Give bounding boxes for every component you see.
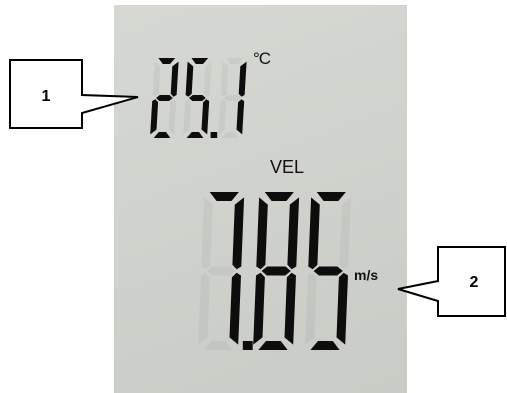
- segment-c: [229, 272, 241, 345]
- segment-f: [220, 61, 229, 97]
- segment-g: [156, 95, 173, 101]
- segment-e: [305, 272, 317, 345]
- segment-e: [150, 99, 159, 135]
- segment-e: [218, 99, 227, 135]
- segment-f: [152, 61, 161, 97]
- segment-a: [158, 58, 176, 64]
- segment-c: [201, 99, 210, 135]
- segment-d: [310, 341, 340, 350]
- mode-label: VEL: [270, 157, 305, 177]
- temperature-unit: °C: [253, 49, 271, 68]
- temperature-reading: [150, 58, 247, 138]
- velocity-reading: [198, 192, 352, 350]
- digit-0: [150, 58, 179, 138]
- segment-b: [238, 61, 247, 97]
- segment-g: [206, 266, 236, 276]
- callout-2-label: 2: [470, 274, 479, 291]
- velocity-unit: m/s: [354, 267, 379, 283]
- digit-2: [305, 192, 352, 350]
- segment-g: [224, 95, 241, 101]
- segment-g: [313, 266, 343, 276]
- segment-b: [232, 197, 245, 270]
- segment-c: [236, 99, 245, 135]
- segment-a: [264, 192, 294, 201]
- segment-b: [203, 61, 212, 97]
- segment-d: [203, 341, 233, 350]
- segment-f: [185, 61, 194, 97]
- digit-2: [218, 58, 247, 138]
- segment-b: [339, 197, 352, 270]
- segment-c: [336, 272, 348, 345]
- segment-b: [170, 61, 179, 97]
- digit-0: [198, 192, 245, 350]
- callout-1: 1: [9, 59, 139, 129]
- segment-b: [287, 197, 300, 270]
- callout-2: 2: [397, 246, 506, 317]
- segment-f: [201, 197, 213, 270]
- segment-g: [189, 95, 206, 101]
- segment-e: [183, 99, 192, 135]
- segment-d: [221, 132, 239, 138]
- segment-e: [198, 272, 210, 345]
- segment-f: [308, 197, 320, 270]
- segment-a: [316, 192, 346, 201]
- segment-f: [256, 197, 268, 270]
- callout-1-label: 1: [42, 88, 51, 105]
- digit-1: [183, 58, 212, 138]
- segment-a: [209, 192, 239, 201]
- segment-a: [226, 58, 244, 64]
- segment-c: [284, 272, 296, 345]
- segment-d: [258, 341, 288, 350]
- digit-1: [253, 192, 300, 350]
- segment-c: [168, 99, 177, 135]
- segment-d: [153, 132, 171, 138]
- segment-d: [186, 132, 204, 138]
- decimal-point: [242, 341, 253, 350]
- decimal-point: [210, 132, 218, 138]
- segment-e: [253, 272, 265, 345]
- segment-g: [261, 266, 291, 276]
- segment-a: [191, 58, 209, 64]
